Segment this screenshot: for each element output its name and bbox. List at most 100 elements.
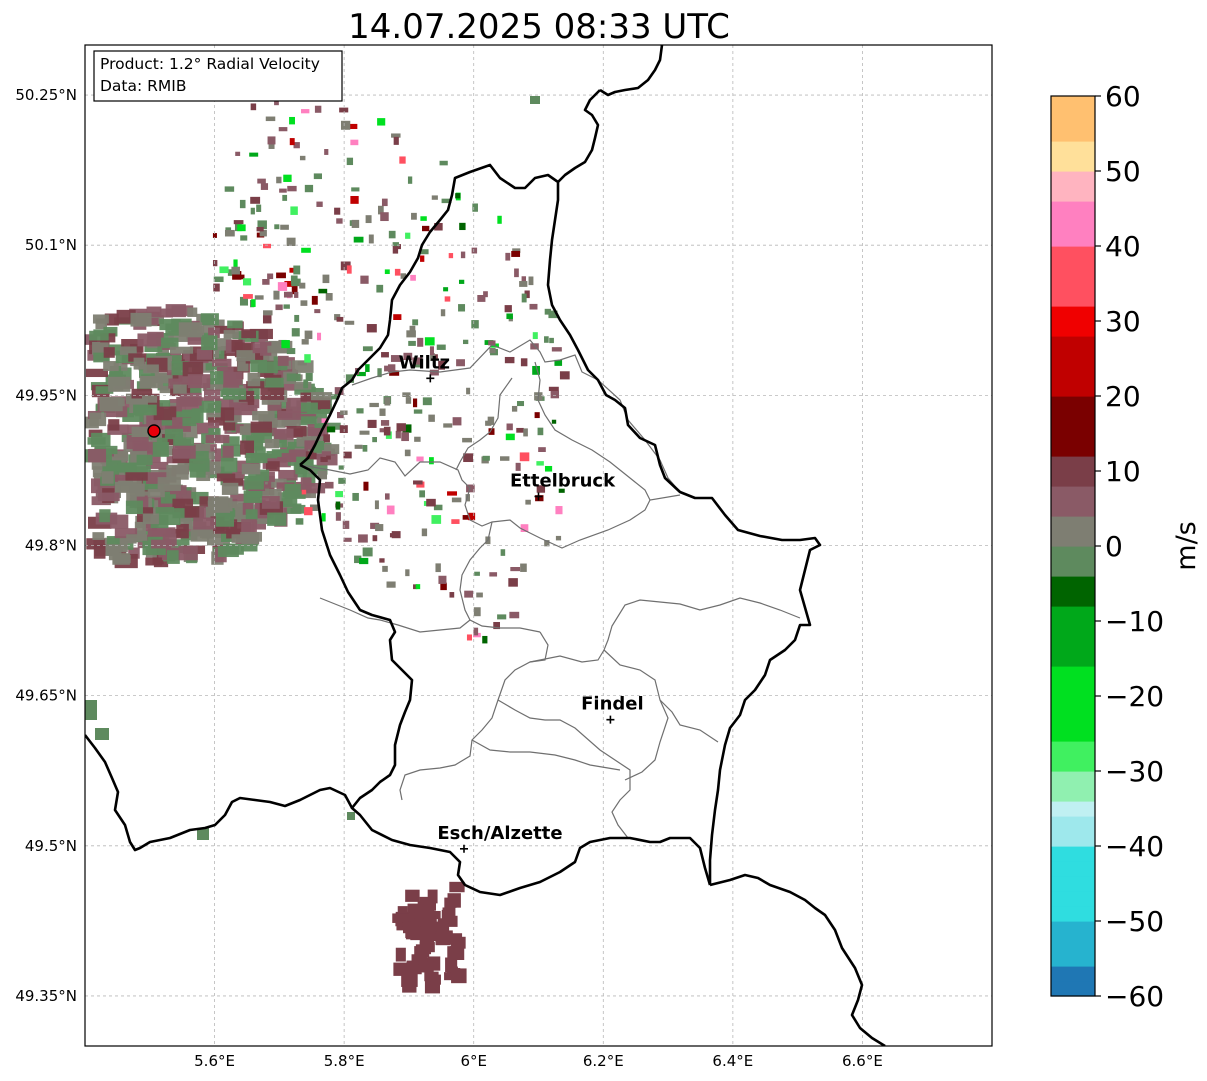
echo-cell bbox=[281, 340, 290, 349]
echo-cell bbox=[213, 398, 238, 411]
echo-cell bbox=[294, 291, 299, 298]
colorbar-band bbox=[1051, 801, 1095, 817]
echo-cell bbox=[313, 444, 322, 453]
colorbar-tick-label: 10 bbox=[1105, 455, 1141, 488]
echo-cell bbox=[284, 280, 294, 287]
echo-cell bbox=[559, 371, 570, 380]
echo-cell bbox=[467, 512, 476, 521]
echo-cell bbox=[143, 364, 159, 374]
echo-cell bbox=[352, 492, 359, 501]
echo-cell bbox=[431, 515, 442, 524]
echo-cell bbox=[168, 378, 180, 389]
lon-tick-label: 5.8°E bbox=[324, 1052, 365, 1070]
echo-cell bbox=[414, 904, 424, 919]
echo-cell bbox=[215, 512, 234, 527]
echo-cell bbox=[464, 590, 474, 598]
echo-cell bbox=[488, 428, 495, 435]
echo-cell bbox=[305, 451, 317, 460]
echo-cell bbox=[231, 266, 240, 275]
echo-cell bbox=[343, 451, 352, 459]
echo-cell bbox=[106, 460, 122, 472]
echo-cell bbox=[530, 96, 540, 104]
echo-cell bbox=[429, 369, 439, 376]
echo-cell bbox=[511, 405, 518, 412]
echo-cell bbox=[420, 216, 427, 221]
echo-cell bbox=[436, 344, 446, 350]
echo-cell bbox=[232, 271, 242, 280]
echo-cell bbox=[393, 136, 399, 145]
echo-cell bbox=[187, 337, 210, 345]
echo-cell bbox=[422, 225, 430, 232]
echo-cell bbox=[250, 359, 268, 372]
echo-cell bbox=[101, 471, 114, 484]
echo-cell bbox=[301, 489, 307, 495]
echo-cell bbox=[497, 614, 507, 620]
echo-cell bbox=[418, 961, 434, 973]
echo-cell bbox=[410, 274, 416, 281]
echo-cell bbox=[316, 444, 340, 455]
echo-cell bbox=[191, 408, 204, 424]
echo-cell bbox=[146, 306, 162, 318]
echo-cell bbox=[239, 296, 249, 306]
echo-cell bbox=[262, 315, 272, 324]
echo-cell bbox=[229, 398, 248, 410]
echo-cell bbox=[221, 482, 239, 495]
echo-cell bbox=[286, 373, 301, 382]
echo-cell bbox=[129, 483, 145, 497]
echo-cell bbox=[379, 558, 385, 563]
echo-cell bbox=[393, 314, 402, 320]
echo-cell bbox=[265, 116, 276, 122]
echo-cell bbox=[250, 207, 255, 215]
echo-cell bbox=[87, 448, 107, 463]
echo-cell bbox=[376, 284, 384, 293]
echo-cell bbox=[338, 477, 346, 484]
colorbar-band bbox=[1051, 171, 1095, 187]
echo-cell bbox=[340, 120, 351, 130]
echo-cell bbox=[506, 423, 513, 431]
echo-cell bbox=[473, 607, 481, 617]
echo-cell bbox=[474, 571, 480, 576]
echo-cell bbox=[189, 458, 210, 472]
echo-cell bbox=[141, 395, 158, 403]
echo-cell bbox=[131, 426, 149, 438]
echo-cell bbox=[165, 528, 187, 537]
echo-cell bbox=[117, 400, 140, 412]
echo-cell bbox=[476, 592, 483, 598]
echo-cell bbox=[233, 405, 258, 416]
echo-cell bbox=[429, 457, 434, 465]
echo-cell bbox=[203, 461, 222, 473]
echo-cell bbox=[108, 419, 120, 431]
latitude-ticks: 50.25°N 50.1°N 49.95°N 49.8°N 49.65°N 49.5°N 4… bbox=[15, 86, 77, 1005]
colorbar-band bbox=[1051, 366, 1095, 382]
echo-cell bbox=[294, 442, 311, 454]
echo-cell bbox=[128, 547, 140, 559]
colorbar-band bbox=[1051, 636, 1095, 652]
echo-cell bbox=[139, 375, 164, 389]
echo-cell bbox=[146, 415, 159, 429]
echo-cell bbox=[335, 501, 341, 510]
colorbar-band bbox=[1051, 156, 1095, 172]
echo-cell bbox=[405, 232, 411, 239]
echo-cell bbox=[284, 483, 306, 499]
colorbar-band bbox=[1051, 786, 1095, 802]
echo-cell bbox=[283, 291, 293, 298]
colorbar-band bbox=[1051, 381, 1095, 397]
echo-cell bbox=[520, 358, 528, 367]
echo-cell bbox=[440, 309, 446, 317]
echo-cell bbox=[458, 279, 465, 284]
colorbar-band bbox=[1051, 441, 1095, 457]
echo-cell bbox=[273, 428, 294, 440]
echo-cell bbox=[85, 368, 108, 378]
colorbar-tick-label: 50 bbox=[1105, 155, 1141, 188]
echo-cell bbox=[377, 118, 386, 126]
lat-tick-label: 49.5°N bbox=[25, 837, 77, 855]
colorbar-band bbox=[1051, 546, 1095, 562]
echo-cell bbox=[500, 549, 506, 556]
echo-cell bbox=[309, 504, 319, 511]
echo-cell bbox=[291, 328, 300, 337]
echo-cell bbox=[392, 246, 399, 254]
echo-cell bbox=[473, 627, 479, 636]
colorbar-band bbox=[1051, 666, 1095, 682]
echo-cell bbox=[412, 357, 423, 365]
echo-cell bbox=[207, 417, 226, 426]
